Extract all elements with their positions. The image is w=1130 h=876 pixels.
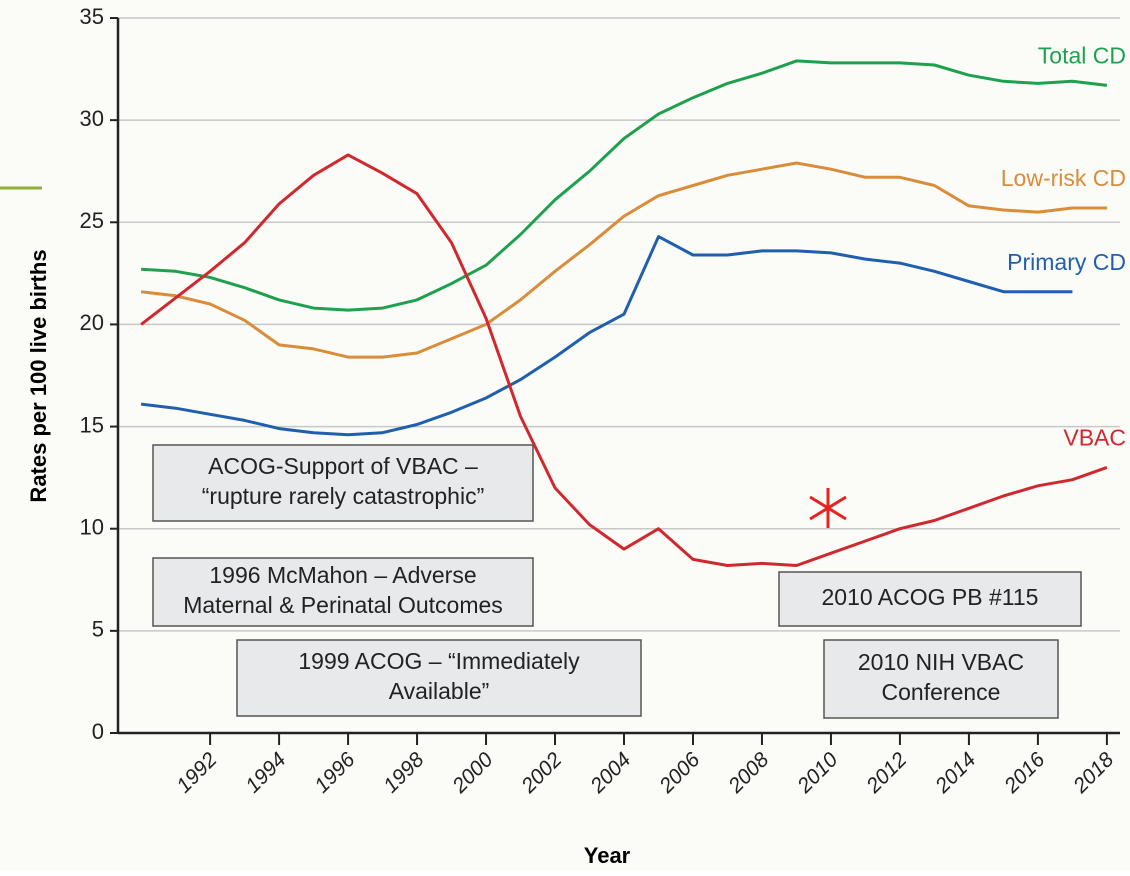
y-tick-label: 25 bbox=[80, 208, 104, 233]
series-line bbox=[141, 59, 1108, 312]
annotation: ACOG-Support of VBAC – “rupture rarely ca… bbox=[152, 444, 534, 522]
series-line bbox=[140, 153, 1108, 567]
annotation-text: Conference bbox=[882, 679, 1001, 705]
series-line bbox=[140, 161, 1107, 359]
annotation-text: “rupture rarely catastrophic” bbox=[202, 483, 485, 509]
y-tick-label: 20 bbox=[80, 310, 104, 335]
annotation-box bbox=[778, 571, 1082, 627]
series-label: Low-risk CD bbox=[1001, 165, 1126, 191]
series-label: Primary CD bbox=[1007, 249, 1126, 275]
y-tick-label: 10 bbox=[80, 515, 104, 540]
annotation-box bbox=[236, 639, 642, 717]
y-axis-label: Rates per 100 live births bbox=[26, 249, 51, 502]
y-tick-label: 5 bbox=[92, 617, 104, 642]
annotation-text: Available” bbox=[389, 678, 490, 704]
asterisk bbox=[809, 488, 847, 528]
y-tick-label: 0 bbox=[92, 719, 104, 744]
annotation-box bbox=[823, 639, 1059, 719]
series-label: VBAC bbox=[1063, 425, 1126, 451]
y-tick-label: 30 bbox=[80, 106, 104, 131]
annotation: 1999 ACOG – “Immediately Available” bbox=[236, 639, 642, 717]
series-line bbox=[140, 235, 1073, 437]
annotation-text: 1999 ACOG – “Immediately bbox=[298, 648, 580, 674]
annotation-box bbox=[152, 444, 534, 522]
annotation: 1996 McMahon – Adverse Maternal & Perinat… bbox=[152, 557, 534, 627]
annotation-box bbox=[152, 557, 534, 627]
y-tick-label: 35 bbox=[80, 4, 104, 29]
annotation: 2010 NIH VBAC Conference bbox=[823, 639, 1059, 719]
annotation-text: Maternal & Perinatal Outcomes bbox=[183, 592, 503, 618]
series-label: Total CD bbox=[1038, 42, 1126, 68]
x-axis-label: Year bbox=[584, 843, 631, 868]
y-tick-label: 15 bbox=[80, 412, 104, 437]
annotation: 2010 ACOG PB #115 bbox=[778, 571, 1082, 627]
annotation-text: ACOG-Support of VBAC – bbox=[208, 453, 478, 479]
annotation-text: 1996 McMahon – Adverse bbox=[209, 562, 476, 588]
annotation-text: 2010 ACOG PB #115 bbox=[822, 584, 1039, 610]
annotation-text: 2010 NIH VBAC bbox=[858, 649, 1024, 675]
